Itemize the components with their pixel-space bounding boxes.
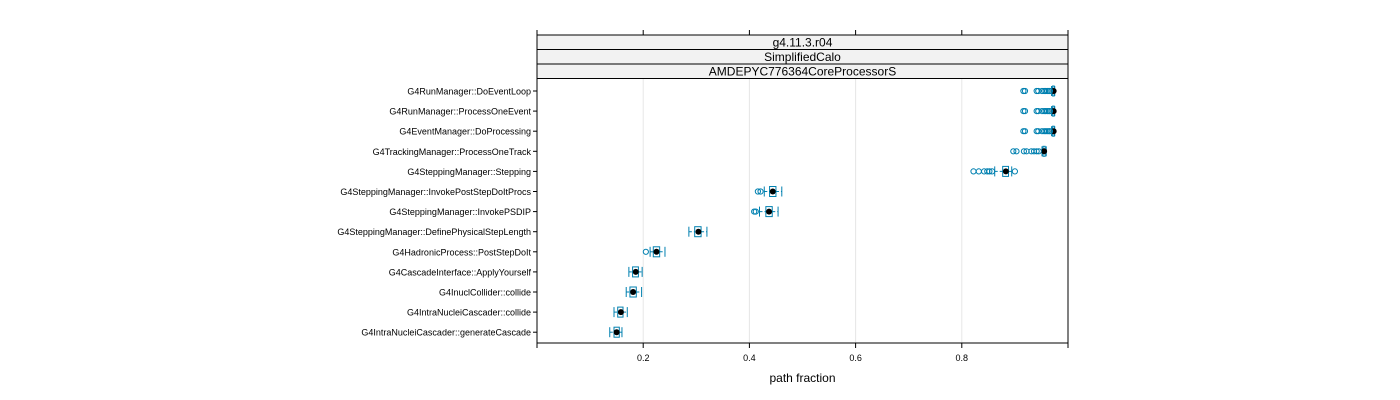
y-tick-label: G4SteppingManager::InvokePSDIP [389,207,531,217]
y-tick-label: G4EventManager::DoProcessing [399,127,531,137]
outlier-point [642,248,649,255]
box-series [609,85,1057,338]
y-tick-label: G4SteppingManager::InvokePostStepDoItPro… [340,187,531,197]
outlier-point [1046,108,1054,115]
box-3 [1020,125,1057,137]
outlier-point [1013,148,1020,155]
median-dot [613,329,620,336]
strip-label: SimplifiedCalo [764,50,841,64]
x-tick-label: 0.4 [743,353,756,363]
outlier-point [1035,148,1042,155]
x-axis-ticks: 0.2 0.4 0.6 0.8 [536,30,1069,363]
outlier-point [757,188,764,195]
box-13 [609,326,623,338]
iqr-box [629,286,637,298]
y-tick-label: G4IntraNucleiCascader::collide [407,308,531,318]
outlier-point [754,188,761,195]
outlier-point [1021,108,1029,115]
y-tick-label: G4HadronicProcess::PostStepDoIt [392,247,531,257]
outlier-point [1021,87,1029,95]
strip-headers: g4.11.3.r04SimplifiedCaloAMDEPYC776364Co… [536,34,1069,79]
outlier-point [970,168,977,175]
iqr-box [765,206,773,218]
median-dot [766,208,773,215]
iqr-box [769,186,777,197]
median-dot [630,289,637,295]
median-dot [653,248,660,255]
y-tick-label: G4SteppingManager::Stepping [407,167,531,177]
box-2 [1020,105,1057,117]
median-dot [632,268,639,275]
outlier-point [988,168,996,175]
outlier-point [1033,148,1040,155]
median-dot [1041,148,1048,155]
y-tick-label: G4CascadeInterface::ApplyYourself [389,267,532,277]
box-12 [613,306,628,318]
x-tick-label: 0.6 [849,353,862,363]
strip-label: AMDEPYC776364CoreProcessorS [709,65,896,79]
iqr-box [652,246,661,258]
y-axis-ticks: G4RunManager::DoEventLoopG4RunManager::P… [337,87,537,338]
median-dot [695,228,702,235]
outlier-point [752,208,759,215]
y-tick-label: G4IntraNucleiCascader::generateCascade [361,328,531,338]
box-4 [1010,145,1048,157]
x-tick-label: 0.2 [637,353,650,363]
median-dot [617,309,624,316]
y-tick-label: G4TrackingManager::ProcessOneTrack [373,147,532,157]
outlier-point [1035,87,1042,95]
median-dot [1002,168,1009,175]
outlier-point [1011,168,1019,175]
y-tick-label: G4RunManager::ProcessOneEvent [389,107,531,117]
box-1 [1020,85,1057,97]
grid-lines [642,78,963,343]
box-10 [628,266,643,278]
x-tick-label: 0.8 [956,353,969,363]
outlier-point [986,168,993,175]
box-11 [625,286,643,298]
box-7 [751,206,779,218]
outlier-point [1046,128,1054,135]
median-dot [769,188,776,195]
outlier-point [1035,128,1042,135]
y-tick-label: G4SteppingManager::DefinePhysicalStepLen… [337,227,531,237]
outlier-point [1020,148,1028,155]
x-axis-label: path fraction [769,371,835,385]
strip-label: g4.11.3.r04 [773,36,833,50]
panel-border [536,78,1069,344]
outlier-point [1035,108,1042,115]
outlier-point [1010,148,1017,155]
outlier-point [975,168,982,175]
outlier-point [1046,87,1054,95]
box-9 [642,246,666,258]
y-tick-label: G4RunManager::DoEventLoop [407,87,531,97]
outlier-point [1021,128,1029,135]
box-6 [754,186,783,197]
box-5 [970,165,1019,177]
y-tick-label: G4InuclCollider::collide [439,288,531,298]
box-8 [688,226,708,238]
